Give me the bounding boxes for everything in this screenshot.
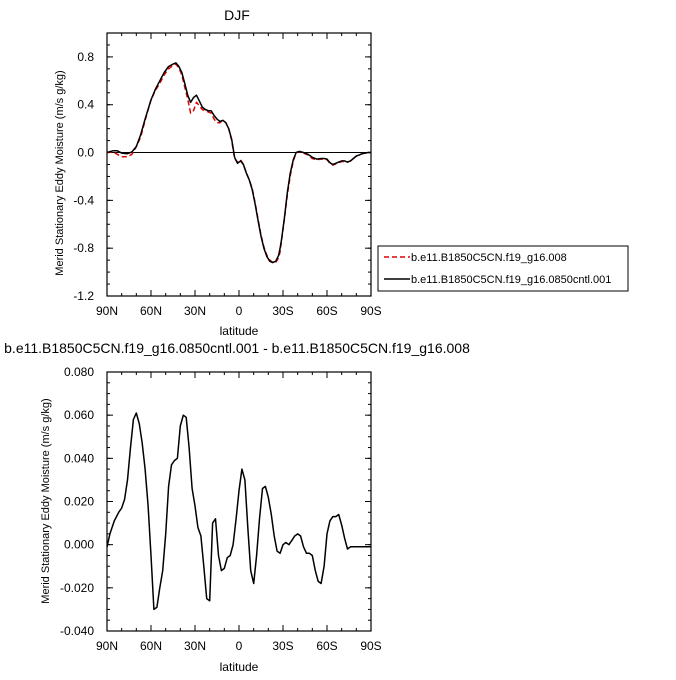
bottom-x-tick-label: 30S	[272, 639, 293, 653]
top-x-tick-label: 60S	[316, 304, 337, 318]
top-series-line-2	[106, 62, 371, 264]
bottom-plot-area: 90N 60N 30N 0 30S 60S 90S -0.040 -0.020 0.000 0.0…	[60, 365, 382, 653]
top-x-tick-label: 90N	[96, 304, 118, 318]
top-chart-title: DJF	[224, 7, 250, 23]
top-x-tick-label: 0	[236, 304, 243, 318]
legend-label-series-1: b.e11.B1850C5CN.f19_g16.008	[411, 252, 567, 264]
bottom-x-tick-label: 0	[236, 639, 243, 653]
bottom-chart-title: b.e11.B1850C5CN.f19_g16.0850cntl.001 - b…	[4, 340, 470, 356]
bottom-y-tick-label: 0.000	[64, 538, 94, 552]
bottom-x-tick-label: 90N	[96, 639, 118, 653]
bottom-y-tick-label: 0.040	[64, 451, 94, 465]
top-y-tick-label: -1.2	[73, 289, 94, 303]
top-plot-frame	[106, 32, 372, 297]
top-chart-legend: b.e11.B1850C5CN.f19_g16.008 b.e11.B1850C…	[377, 245, 629, 292]
bottom-series-line-1	[106, 412, 371, 611]
bottom-y-tick-label: 0.060	[64, 408, 94, 422]
top-y-tick-label: 0.4	[77, 98, 94, 112]
bottom-chart-y-axis-label: Merid Stationary Eddy Moisture (m/s g/kg…	[40, 398, 52, 603]
bottom-plot-frame	[106, 371, 372, 632]
legend-label-series-2: b.e11.B1850C5CN.f19_g16.0850cntl.001	[411, 274, 611, 286]
bottom-x-tick-label: 60N	[140, 639, 162, 653]
top-x-tick-label: 90S	[360, 304, 381, 318]
top-y-tick-label: 0.8	[77, 50, 94, 64]
bottom-x-tick-label: 30N	[184, 639, 206, 653]
bottom-y-tick-label: -0.020	[60, 581, 94, 595]
top-chart-x-axis-label: latitude	[220, 324, 259, 338]
bottom-x-tick-label: 90S	[360, 639, 381, 653]
top-chart-panel: DJF Merid Stationary Eddy Moisture (m/s …	[54, 7, 629, 338]
top-x-tick-label: 60N	[140, 304, 162, 318]
bottom-x-tick-label: 60S	[316, 639, 337, 653]
top-y-tick-label: -0.4	[73, 193, 94, 207]
bottom-y-tick-label: 0.080	[64, 365, 94, 379]
bottom-y-tick-label: -0.040	[60, 624, 94, 638]
top-chart-y-axis-label: Merid Stationary Eddy Moisture (m/s g/kg…	[54, 70, 66, 275]
top-plot-area: 90N 60N 30N 0 30S 60S 90S -1.2 -0.8 -0.4 0.0 0.4 0.…	[73, 32, 382, 318]
bottom-y-tick-label: 0.020	[64, 495, 94, 509]
bottom-chart-panel: b.e11.B1850C5CN.f19_g16.0850cntl.001 - b…	[4, 340, 470, 674]
legend-box	[377, 245, 629, 292]
top-x-tick-label: 30S	[272, 304, 293, 318]
top-x-tick-label: 30N	[184, 304, 206, 318]
top-y-tick-label: -0.8	[73, 241, 94, 255]
top-y-tick-label: 0.0	[77, 146, 94, 160]
bottom-chart-x-axis-label: latitude	[220, 660, 259, 674]
